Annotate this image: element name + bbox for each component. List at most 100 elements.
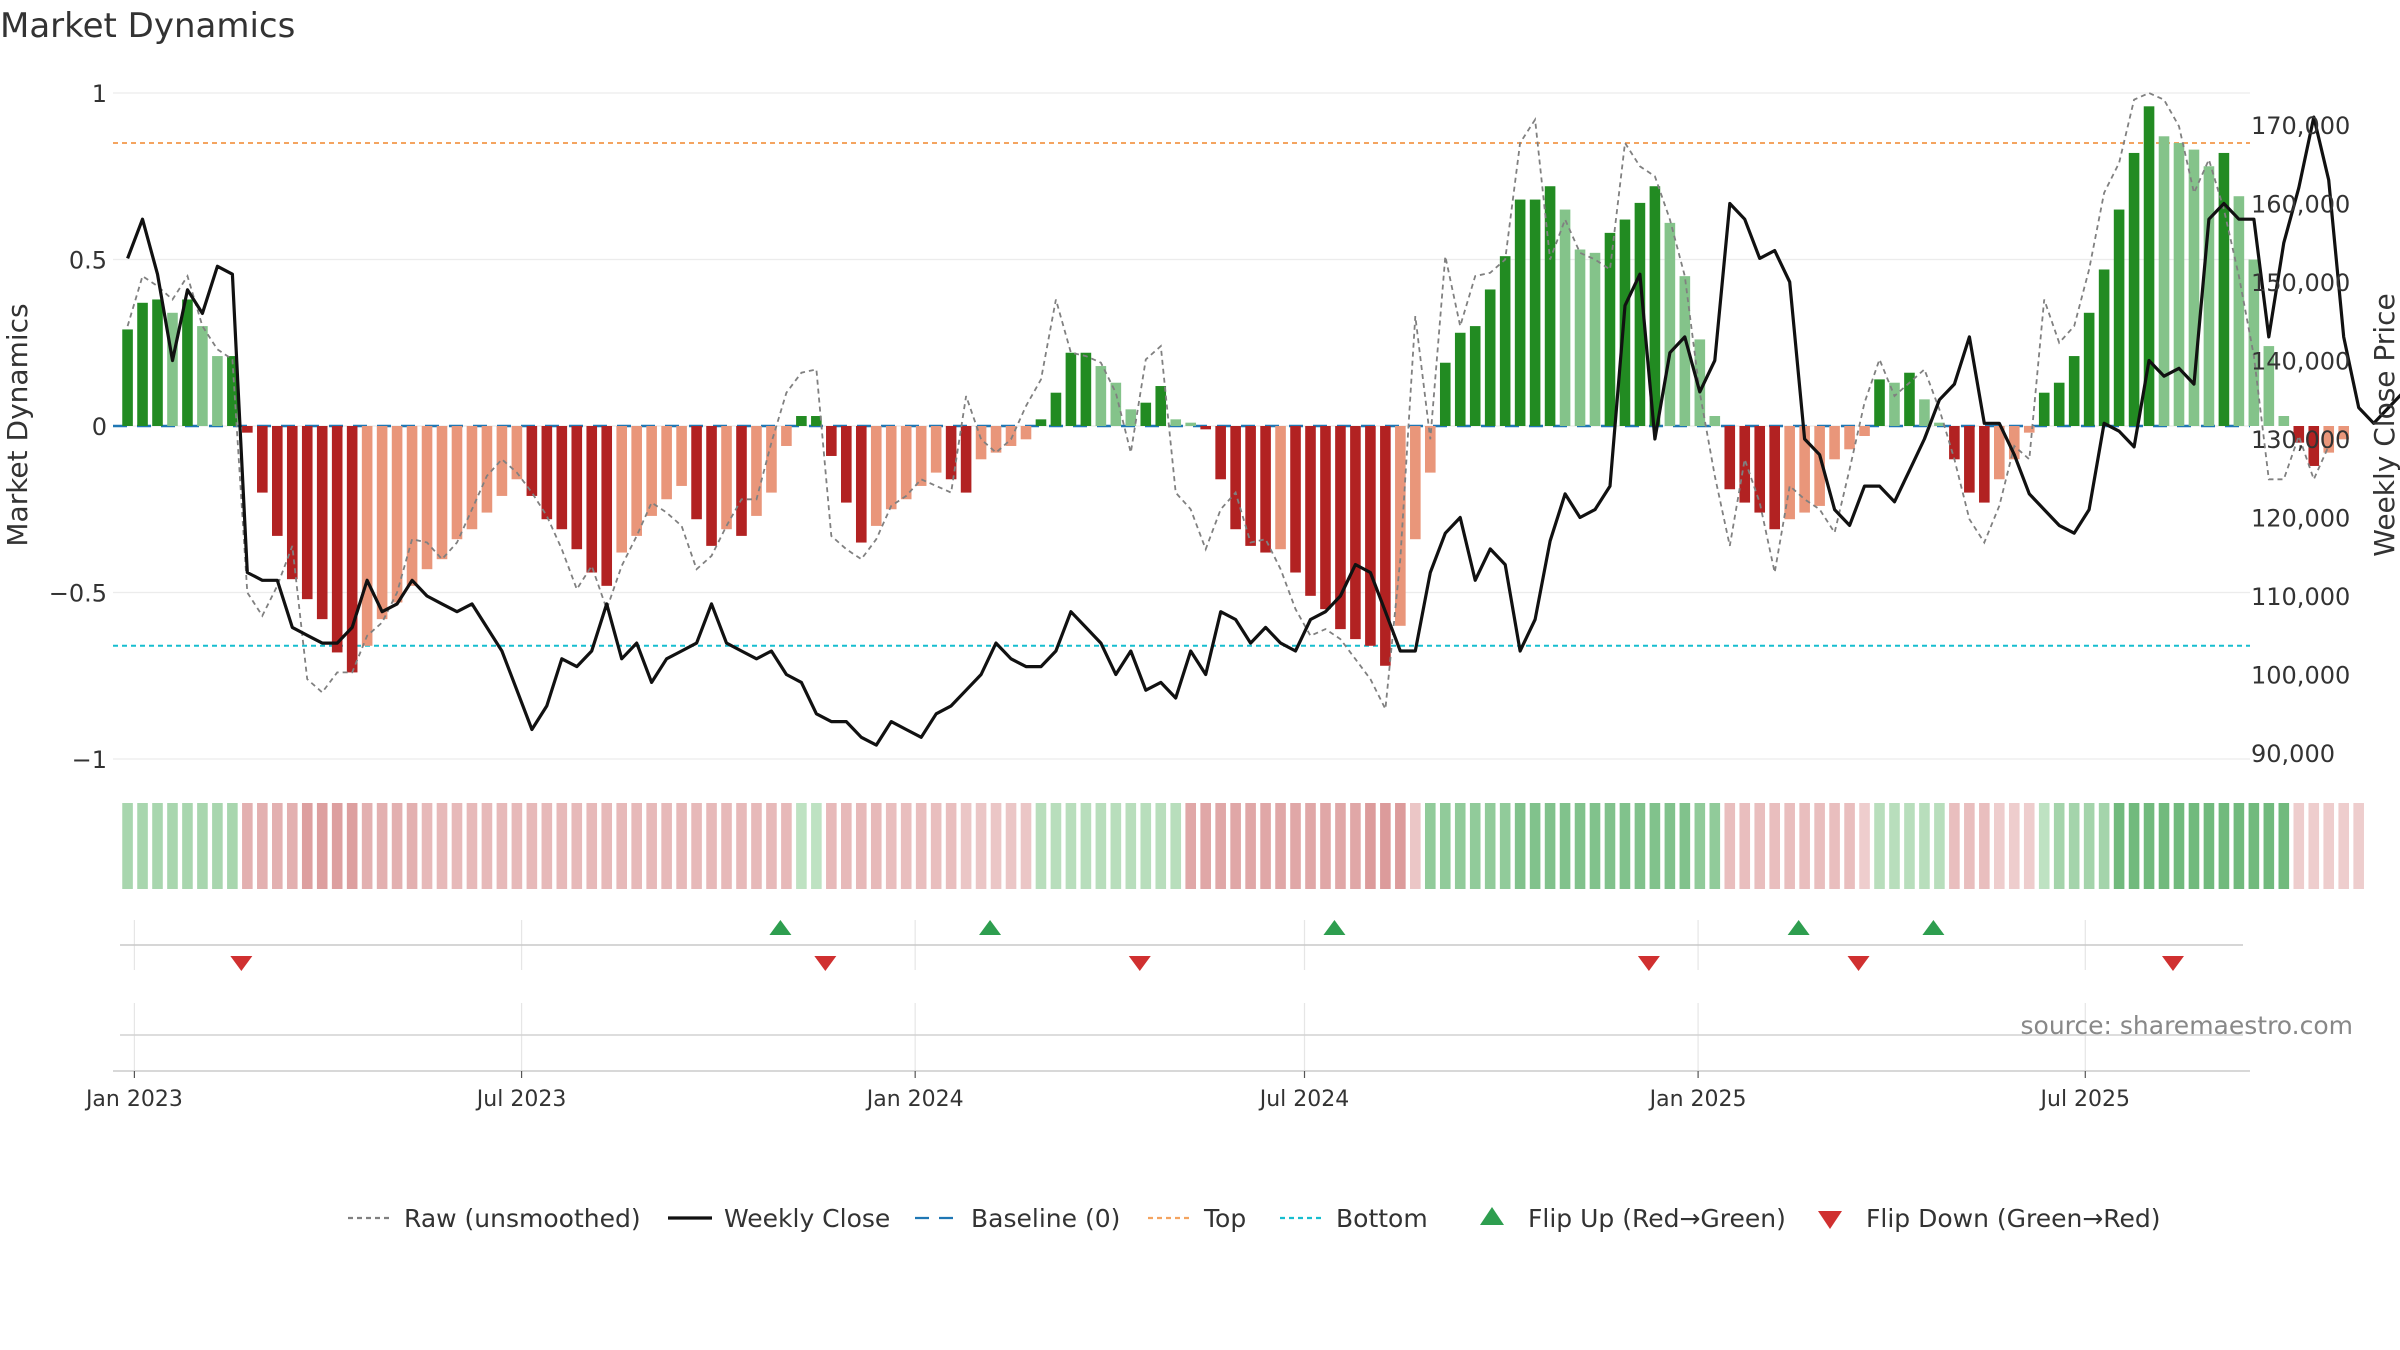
heat-cell: [915, 803, 927, 889]
legend-label: Bottom: [1336, 1204, 1428, 1233]
regime-heatmap: [122, 803, 2364, 889]
dynamics-bar: [975, 426, 987, 460]
flip-down-marker: [1128, 956, 1151, 971]
dynamics-bar: [676, 426, 687, 486]
dynamics-bar: [855, 426, 867, 543]
dynamics-bar: [1125, 409, 1137, 426]
dynamics-bar: [616, 426, 627, 553]
dynamics-bar: [1904, 372, 1915, 426]
source-annotation: source: sharemaestro.com: [2021, 1011, 2354, 1040]
dynamics-bar: [1215, 426, 1226, 480]
dynamics-bar: [2083, 312, 2095, 426]
dynamics-bar: [1649, 186, 1661, 426]
heat-cell: [451, 803, 463, 889]
legend-label: Raw (unsmoothed): [404, 1204, 641, 1233]
heat-cell: [1245, 803, 1256, 889]
heat-cell: [2188, 803, 2200, 889]
heat-cell: [1454, 803, 1466, 889]
dynamics-bar: [960, 426, 972, 493]
heat-cell: [646, 803, 657, 889]
right-axis: 90,000 100,000 110,000 120,000 130,000 140,00…: [2251, 112, 2350, 768]
heat-cell: [2068, 803, 2080, 889]
heat-cell: [990, 803, 1002, 889]
heat-cell: [1469, 803, 1481, 889]
heat-cell: [1080, 803, 1092, 889]
dynamics-bar: [661, 426, 672, 500]
heat-cell: [1844, 803, 1855, 889]
dynamics-bar: [406, 426, 418, 586]
dynamics-bar: [1095, 366, 1107, 426]
dynamics-bar: [556, 426, 568, 530]
heat-cell: [1275, 803, 1286, 889]
dynamics-bar: [2218, 152, 2230, 426]
dynamics-bar: [1694, 339, 1706, 426]
dynamics-bar: [1679, 276, 1691, 426]
heat-cell: [2038, 803, 2050, 889]
heat-cell: [556, 803, 568, 889]
dynamics-bar: [1889, 382, 1900, 426]
heat-cell: [511, 803, 523, 889]
heat-cell: [2278, 803, 2290, 889]
dynamics-bar: [2113, 209, 2125, 426]
heat-cell: [466, 803, 478, 889]
right-tick-label: 170,000: [2251, 112, 2350, 140]
flip-down-marker: [1637, 956, 1660, 971]
heat-cell: [826, 803, 837, 889]
heat-cell: [361, 803, 373, 889]
heat-cell: [1694, 803, 1706, 889]
heat-cell: [1994, 803, 2005, 889]
dynamics-bar: [781, 426, 792, 446]
heat-cell: [1589, 803, 1601, 889]
dynamics-bar: [346, 426, 358, 673]
dynamics-bar: [721, 426, 732, 530]
heat-cell: [346, 803, 358, 889]
heat-cell: [1230, 803, 1241, 889]
dynamics-bar: [1365, 426, 1376, 646]
heat-cell: [197, 803, 208, 889]
heat-cell: [1200, 803, 1211, 889]
dynamics-bar: [286, 426, 298, 580]
dynamics-bar: [331, 426, 343, 653]
x-tick-label: Jul 2025: [2039, 1087, 2131, 1112]
heat-cell: [2083, 803, 2095, 889]
heat-cell: [137, 803, 148, 889]
heat-cell: [885, 803, 897, 889]
heat-cell: [2158, 803, 2170, 889]
dynamics-bar: [1170, 419, 1182, 426]
dynamics-bar: [586, 426, 598, 573]
x-tick-label: Jan 2024: [865, 1087, 964, 1112]
dynamics-bar: [1604, 232, 1616, 426]
heat-cell: [496, 803, 508, 889]
dynamics-bar: [1080, 352, 1092, 426]
heat-cell: [766, 803, 777, 889]
dynamics-bar: [751, 426, 762, 516]
dynamics-bar: [2158, 136, 2170, 427]
heat-cell: [391, 803, 403, 889]
heat-cell: [1424, 803, 1436, 889]
dynamics-bar: [1185, 422, 1197, 426]
heat-cell: [1574, 803, 1586, 889]
dynamics-bar: [1350, 426, 1361, 640]
heat-cell: [2248, 803, 2260, 889]
heat-cell: [1439, 803, 1451, 889]
heat-cell: [2023, 803, 2035, 889]
heat-cell: [1889, 803, 1900, 889]
dynamics-bar: [1290, 426, 1301, 573]
dynamics-bar: [227, 356, 238, 426]
heat-cell: [2143, 803, 2155, 889]
right-tick-label: 90,000: [2251, 740, 2335, 768]
dynamics-bar: [2233, 196, 2245, 426]
dynamics-bar: [1844, 426, 1855, 450]
flip-down-marker: [230, 956, 253, 971]
dynamics-bar: [1529, 199, 1541, 426]
dynamics-bar: [2053, 382, 2065, 426]
dynamics-bar: [2173, 142, 2185, 426]
heat-cell: [2323, 803, 2335, 889]
dynamics-bar: [1230, 426, 1241, 530]
x-tick-label: Jul 2024: [1258, 1087, 1350, 1112]
dynamics-bar: [631, 426, 642, 536]
dynamics-bar: [1934, 422, 1945, 426]
heat-cell: [212, 803, 223, 889]
heat-cell: [1964, 803, 1975, 889]
